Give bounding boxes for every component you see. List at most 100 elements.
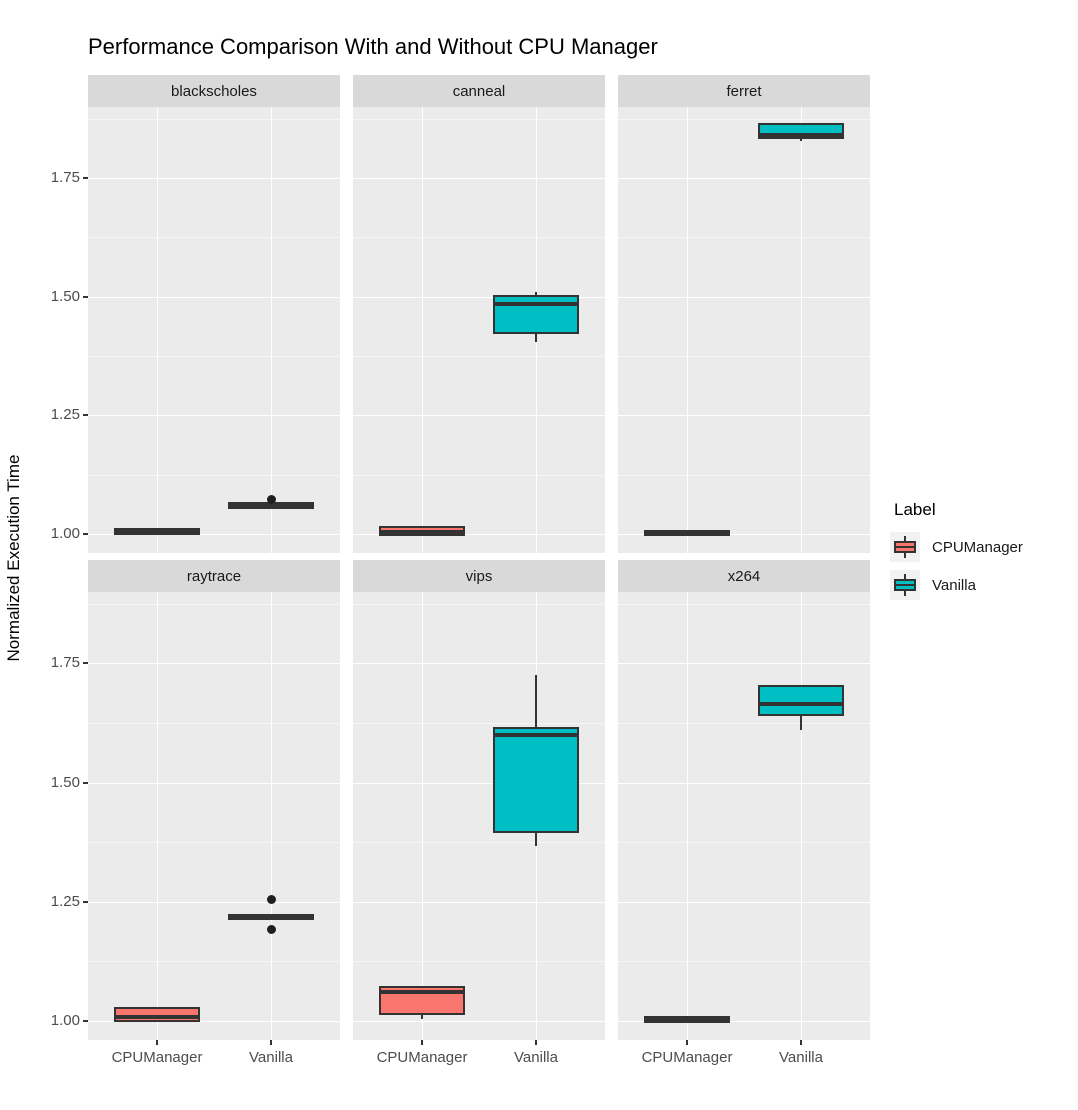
outlier-dot	[266, 494, 276, 504]
x-tick-mark	[421, 1040, 423, 1045]
grid-minor-line	[618, 603, 870, 605]
y-tick-mark	[83, 533, 88, 536]
outlier-dot	[266, 925, 276, 935]
y-tick-mark	[83, 295, 88, 298]
y-axis-title: Normalized Execution Time	[4, 454, 23, 662]
boxplot-median	[114, 1015, 200, 1020]
grid-major-line	[353, 178, 605, 180]
grid-minor-line	[353, 118, 605, 120]
grid-minor-line	[618, 474, 870, 476]
facet-strip-label: x264	[727, 567, 761, 585]
legend-items: CPUManager Vanilla	[890, 532, 1023, 600]
legend-label: Vanilla	[932, 576, 976, 594]
y-tick-mark	[83, 662, 88, 665]
legend-median-icon	[894, 546, 916, 548]
legend: Label CPUManager Vanilla	[890, 500, 1023, 608]
grid-major-line-vertical	[157, 592, 158, 1040]
grid-minor-line	[88, 237, 340, 239]
facet-strip-label: raytrace	[186, 567, 242, 585]
x-tick-label: CPUManager	[641, 1049, 733, 1066]
boxplot-median	[493, 732, 579, 737]
facet-strip-raytrace: raytrace	[88, 560, 340, 592]
grid-major-line	[88, 1020, 340, 1022]
grid-major-line	[618, 663, 870, 665]
grid-minor-line	[618, 356, 870, 358]
grid-major-line	[618, 901, 870, 903]
boxplot-median	[114, 529, 200, 534]
x-tick-mark	[800, 1040, 802, 1045]
legend-item-CPUManager: CPUManager	[890, 532, 1023, 562]
facet-panel-vips	[353, 592, 605, 1040]
grid-major-line-vertical	[271, 107, 272, 553]
x-tick-mark	[270, 1040, 272, 1045]
y-tick-label: 1.25	[50, 892, 80, 910]
grid-minor-line	[618, 961, 870, 963]
grid-major-line	[353, 901, 605, 903]
y-tick-mark	[83, 781, 88, 784]
grid-major-line	[88, 178, 340, 180]
boxplot-box-Vanilla	[758, 685, 844, 716]
legend-label: CPUManager	[932, 538, 1023, 556]
boxplot-median	[758, 133, 844, 138]
facet-panel-raytrace	[88, 592, 340, 1040]
x-tick-label: Vanilla	[249, 1049, 293, 1066]
boxplot-median	[493, 301, 579, 306]
grid-minor-line	[618, 723, 870, 725]
y-tick-label: 1.75	[50, 654, 80, 672]
x-tick-mark	[535, 1040, 537, 1045]
grid-minor-line	[353, 842, 605, 844]
grid-major-line-vertical	[801, 592, 802, 1040]
facet-strip-label: vips	[465, 567, 493, 585]
facet-strip-label: ferret	[726, 82, 762, 100]
boxplot-median	[644, 531, 730, 536]
grid-major-line	[88, 901, 340, 903]
grid-minor-line	[88, 842, 340, 844]
grid-major-line	[88, 415, 340, 417]
grid-major-line	[353, 296, 605, 298]
x-tick-label: Vanilla	[514, 1049, 558, 1066]
legend-key-boxplot-icon	[890, 532, 920, 562]
x-tick-mark	[686, 1040, 688, 1045]
boxplot-box-Vanilla	[493, 294, 579, 335]
y-tick-label: 1.00	[50, 1011, 80, 1029]
grid-major-line-vertical	[157, 107, 158, 553]
grid-minor-line	[353, 237, 605, 239]
boxplot-median	[228, 915, 314, 920]
y-tick-mark	[83, 414, 88, 417]
legend-item-Vanilla: Vanilla	[890, 570, 1023, 600]
x-tick-label: CPUManager	[111, 1049, 203, 1066]
facet-strip-blackscholes: blackscholes	[88, 75, 340, 107]
grid-major-line	[618, 1020, 870, 1022]
boxplot-median	[758, 701, 844, 706]
legend-median-icon	[894, 584, 916, 586]
grid-major-line	[88, 782, 340, 784]
legend-key-boxplot-icon	[890, 570, 920, 600]
y-tick-label: 1.00	[50, 525, 80, 543]
grid-minor-line	[88, 603, 340, 605]
y-tick-mark	[83, 900, 88, 903]
grid-minor-line	[88, 723, 340, 725]
grid-minor-line	[618, 237, 870, 239]
outlier-dot	[266, 895, 276, 905]
facet-strip-label: canneal	[452, 82, 506, 100]
grid-major-line-vertical	[422, 107, 423, 553]
grid-major-line	[618, 296, 870, 298]
grid-major-line-vertical	[271, 592, 272, 1040]
grid-major-line-vertical	[801, 107, 802, 553]
facet-panel-canneal	[353, 107, 605, 553]
x-tick-label: CPUManager	[376, 1049, 468, 1066]
chart-title: Performance Comparison With and Without …	[88, 34, 658, 59]
grid-minor-line	[88, 961, 340, 963]
facet-panel-ferret	[618, 107, 870, 553]
boxplot-median	[644, 1017, 730, 1022]
grid-minor-line	[353, 961, 605, 963]
facet-panel-x264	[618, 592, 870, 1040]
grid-major-line	[353, 415, 605, 417]
grid-major-line	[353, 782, 605, 784]
grid-major-line	[618, 415, 870, 417]
grid-major-line-vertical	[687, 107, 688, 553]
facet-strip-vips: vips	[353, 560, 605, 592]
facet-strip-ferret: ferret	[618, 75, 870, 107]
grid-minor-line	[618, 842, 870, 844]
